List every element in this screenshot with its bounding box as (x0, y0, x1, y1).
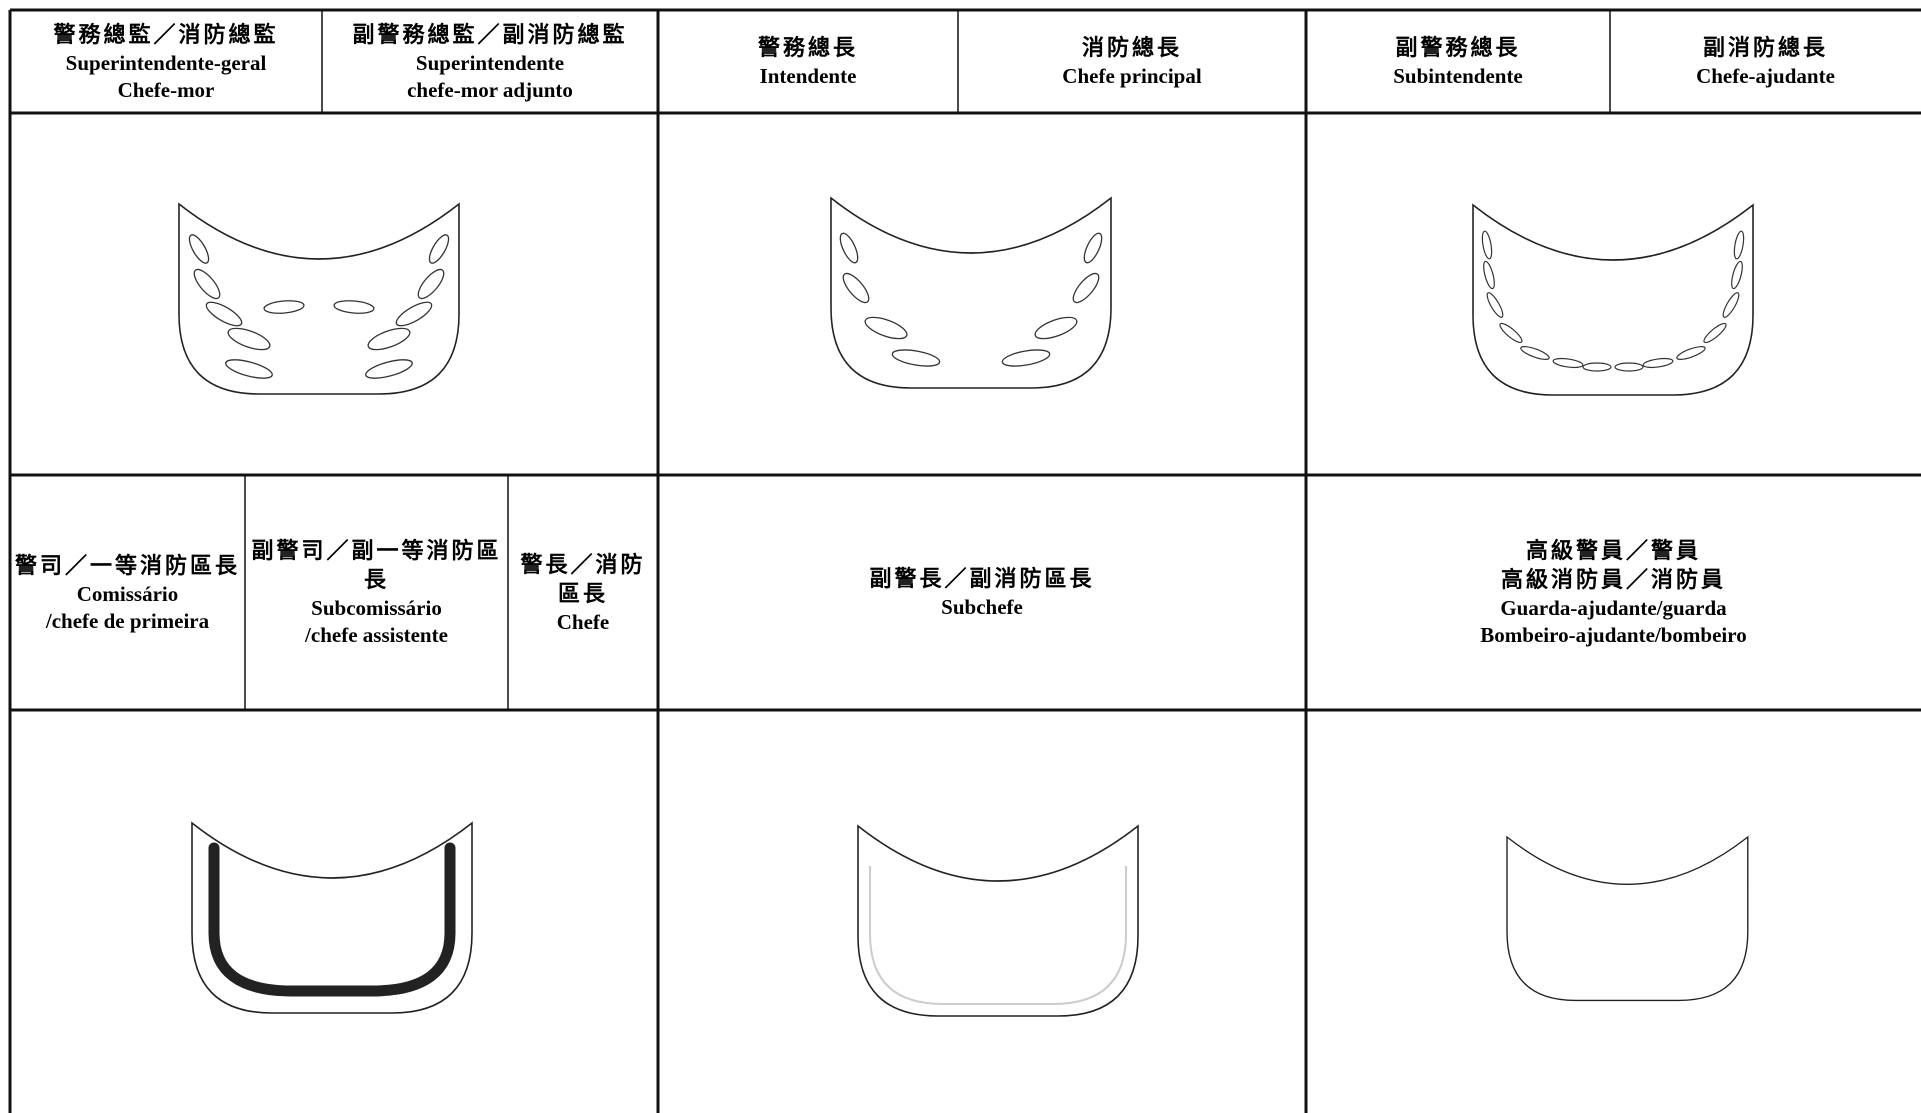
rank-name-zh: 警務總監／消防總監 (53, 22, 279, 48)
header-cell: 副警長／副消防區長 Subchefe (658, 477, 1306, 709)
rank-name-pt: Subchefe (941, 595, 1023, 619)
rank-name-pt: Guarda-ajudante/guarda (1500, 596, 1727, 620)
rank-name-pt: Bombeiro-ajudante/bombeiro (1480, 623, 1747, 647)
header-cell: 高級警員／警員 高級消防員／消防員 Guarda-ajudante/guarda Bo… (1306, 477, 1921, 709)
rank-name-pt: Subcomissário (311, 596, 442, 620)
rank-name-pt: chefe-mor adjunto (407, 77, 573, 102)
header-cell: 消防總長 Chefe principal (958, 12, 1306, 112)
rank-name-pt: Chefe-mor (117, 77, 215, 102)
header-cell: 副警司／副一等消防區長 Subcomissário/chefe assistent… (245, 477, 508, 709)
rank-name-pt: Subintendente (1393, 64, 1523, 88)
rank-name-zh: 副消防總長 (1702, 36, 1828, 61)
header-cell: 副警務總長 Subintendente (1306, 12, 1610, 112)
rank-name-pt: Chefe principal (1062, 64, 1202, 88)
header-cell: 副警務總監／副消防總監 Superintendente chefe-mor adju… (322, 12, 658, 112)
visor-insignia (830, 197, 1112, 389)
header-cell: 副消防總長 Chefe-ajudante (1610, 12, 1921, 112)
table-grid (8, 8, 1921, 1113)
rank-name-pt: /chefe de primeira (45, 608, 210, 633)
rank-name-pt: Chefe (556, 609, 610, 634)
rank-name-pt: Chefe-ajudante (1696, 64, 1835, 88)
rank-name-pt: Superintendente-geral (65, 50, 267, 75)
header-cell: 警長／消防區長 Chefe (508, 477, 658, 709)
rank-name-zh: 副警務總長 (1395, 36, 1521, 61)
visor-insignia (1506, 836, 1749, 1002)
rank-name-zh: 高級消防員／消防員 (1500, 568, 1726, 593)
visor-insignia (857, 825, 1139, 1017)
rank-name-pt: /chefe assistente (305, 623, 448, 647)
rank-name-zh: 副警務總監／副消防總監 (352, 22, 628, 48)
header-cell: 警務總長 Intendente (658, 12, 958, 112)
visor-insignia (1472, 204, 1754, 396)
rank-name-pt: Superintendente (415, 50, 565, 75)
header-cell: 警司／一等消防區長 Comissário/chefe de primeira (10, 477, 245, 709)
rank-name-zh: 副警長／副消防區長 (869, 567, 1095, 592)
visor-insignia (191, 822, 473, 1014)
rank-name-zh: 警長／消防區長 (520, 552, 646, 607)
rank-name-pt: Comissário (76, 581, 179, 606)
rank-name-zh: 消防總長 (1081, 36, 1182, 61)
rank-name-pt: Intendente (759, 64, 857, 88)
rank-name-zh: 副警司／副一等消防區長 (251, 539, 502, 593)
visor-insignia (178, 203, 460, 395)
rank-name-zh: 警務總長 (757, 36, 858, 61)
header-cell: 警務總監／消防總監 Superintendente-geral Chefe-mor (10, 12, 322, 112)
rank-name-zh: 高級警員／警員 (1525, 539, 1701, 564)
rank-name-zh: 警司／一等消防區長 (14, 553, 240, 579)
